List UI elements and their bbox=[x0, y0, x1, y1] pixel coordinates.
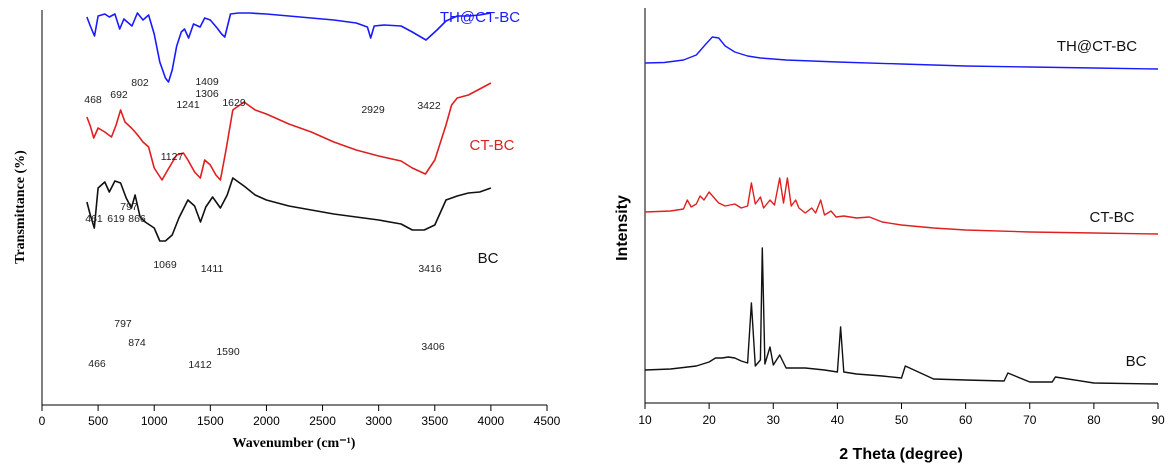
xrd-ticks: 10 20 30 40 50 60 70 80 90 bbox=[638, 403, 1165, 427]
xrd-x-tick-label: 10 bbox=[638, 413, 652, 427]
ftir-peak-label: 461 bbox=[85, 213, 103, 225]
ftir-x-tick-label: 500 bbox=[88, 414, 108, 428]
ftir-ticks: 0 500 1000 1500 2000 2500 3000 3500 4000 4500 bbox=[39, 405, 561, 428]
xrd-series-lines: TH@CT-BC CT-BC BC bbox=[644, 36, 1159, 385]
ftir-peak-label: 1306 bbox=[195, 88, 219, 100]
xrd-x-tick-label: 20 bbox=[702, 413, 716, 427]
ftir-peak-label: 1127 bbox=[161, 151, 184, 163]
xrd-x-tick-label: 60 bbox=[959, 413, 973, 427]
xrd-x-tick-label: 40 bbox=[831, 413, 845, 427]
xrd-x-tick-label: 90 bbox=[1151, 413, 1165, 427]
xrd-series-label: CT-BC bbox=[1090, 209, 1135, 226]
xrd-x-tick-label: 50 bbox=[895, 413, 909, 427]
ftir-series-line bbox=[86, 12, 492, 83]
ftir-peak-label: 866 bbox=[128, 213, 146, 225]
ftir-peak-label: 466 bbox=[88, 358, 106, 370]
xrd-series-line bbox=[644, 247, 1159, 385]
ftir-peak-label: 1411 bbox=[201, 263, 224, 275]
ftir-peak-label: 874 bbox=[128, 337, 146, 349]
ftir-x-tick-label: 3000 bbox=[365, 414, 392, 428]
ftir-peak-label: 619 bbox=[107, 213, 125, 225]
ftir-peak-label: 692 bbox=[110, 89, 128, 101]
ftir-chart: 0 500 1000 1500 2000 2500 3000 3500 4000 4500 TH@… bbox=[13, 9, 561, 451]
xrd-x-tick-label: 70 bbox=[1023, 413, 1037, 427]
ftir-peak-label: 3422 bbox=[417, 100, 441, 112]
ftir-x-tick-label: 1000 bbox=[141, 414, 168, 428]
ftir-x-tick-label: 1500 bbox=[197, 414, 224, 428]
ftir-x-tick-label: 4000 bbox=[478, 414, 505, 428]
ftir-series-line bbox=[86, 177, 492, 242]
xrd-series-label: BC bbox=[1126, 353, 1147, 370]
ftir-x-tick-label: 3500 bbox=[421, 414, 448, 428]
ftir-x-tick-label: 2000 bbox=[253, 414, 280, 428]
ftir-series-label: CT-BC bbox=[470, 137, 515, 154]
ftir-x-tick-label: 2500 bbox=[309, 414, 336, 428]
ftir-peak-label: 797 bbox=[120, 201, 138, 213]
xrd-x-axis-label: 2 Theta (degree) bbox=[839, 446, 963, 463]
xrd-x-tick-label: 80 bbox=[1087, 413, 1101, 427]
ftir-peak-label: 797 bbox=[114, 318, 132, 330]
ftir-peak-label: 468 bbox=[84, 94, 102, 106]
ftir-peak-label: 802 bbox=[131, 77, 149, 89]
ftir-y-axis-label: Transmittance (%) bbox=[13, 150, 28, 264]
ftir-peak-label: 1590 bbox=[216, 346, 240, 358]
ftir-series-lines: TH@CT-BC CT-BC BC bbox=[86, 9, 520, 267]
ftir-peak-label: 3406 bbox=[421, 341, 445, 353]
xrd-series-line bbox=[644, 177, 1159, 235]
ftir-peak-label: 1629 bbox=[222, 97, 246, 109]
xrd-chart: 10 20 30 40 50 60 70 80 90 TH@CT-BC CT-BC BC 2 The… bbox=[614, 8, 1165, 463]
ftir-peak-label: 1409 bbox=[195, 76, 219, 88]
xrd-x-tick-label: 30 bbox=[767, 413, 781, 427]
ftir-x-axis-label: Wavenumber (cm⁻¹) bbox=[233, 436, 356, 451]
ftir-series-label: TH@CT-BC bbox=[440, 9, 520, 26]
xrd-y-axis-label: Intensity bbox=[614, 195, 631, 261]
ftir-x-tick-label: 0 bbox=[39, 414, 46, 428]
ftir-peak-label: 1412 bbox=[188, 359, 212, 371]
ftir-peak-label: 3416 bbox=[418, 263, 442, 275]
ftir-x-tick-label: 4500 bbox=[534, 414, 561, 428]
ftir-series-line bbox=[86, 82, 492, 181]
ftir-series-label: BC bbox=[478, 250, 499, 267]
xrd-series-line bbox=[644, 36, 1159, 70]
ftir-peak-label: 1241 bbox=[176, 99, 200, 111]
ftir-peak-label: 1069 bbox=[153, 259, 177, 271]
xrd-series-label: TH@CT-BC bbox=[1057, 38, 1137, 55]
ftir-peak-label: 2929 bbox=[361, 104, 385, 116]
